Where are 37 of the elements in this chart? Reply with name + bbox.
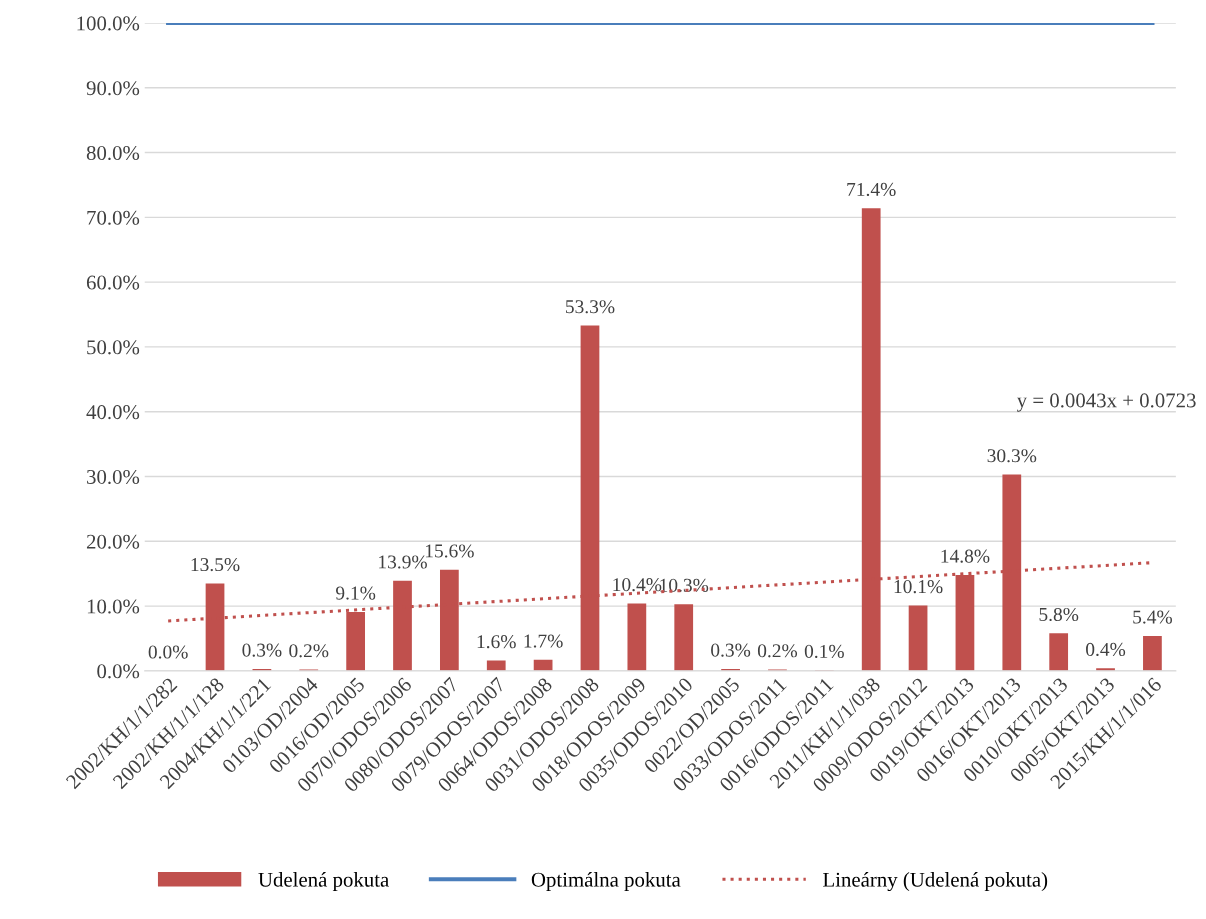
data-label: 0.0% [148, 645, 188, 659]
data-label: 13.9% [379, 555, 427, 569]
y-tick-label: 70.0% [87, 210, 140, 225]
data-label: 5.8% [1039, 607, 1079, 622]
data-label: 5.4% [1133, 610, 1172, 624]
data-label: 10.3% [660, 578, 709, 592]
data-label: 1.7% [524, 634, 563, 648]
legend-label: Lineárny (Udelená pokuta) [823, 872, 1048, 892]
y-tick-label: 0.0% [97, 664, 140, 679]
data-label: 0.2% [289, 644, 329, 658]
data-label: 15.6% [425, 544, 474, 558]
data-label: 53.3% [566, 300, 615, 314]
legend-label: Udelená pokuta [258, 872, 389, 891]
legend-label: Optimálna pokuta [531, 872, 681, 891]
data-label: 0.4% [1086, 642, 1126, 657]
data-label: 30.3% [987, 449, 1037, 463]
y-tick-label: 80.0% [86, 145, 140, 161]
y-tick-label: 30.0% [87, 469, 140, 485]
data-label: 1.6% [477, 635, 516, 649]
data-label: 0.2% [757, 644, 798, 658]
y-tick-label: 60.0% [86, 275, 140, 290]
y-tick-label: 100.0% [77, 16, 140, 31]
data-label: 9.1% [336, 586, 376, 600]
annotation: y = 0.0043x + 0.0723 [1016, 393, 1196, 412]
data-label: 14.8% [941, 549, 990, 563]
y-tick-label: 40.0% [86, 405, 140, 420]
data-label: 71.4% [847, 182, 896, 197]
y-tick-label: 20.0% [86, 534, 140, 549]
data-label: 13.5% [191, 558, 240, 572]
data-label: 0.1% [804, 644, 844, 659]
y-tick-label: 50.0% [87, 340, 140, 355]
y-tick-label: 10.0% [87, 599, 140, 614]
data-label: 0.3% [242, 643, 282, 657]
data-label: 10.1% [894, 580, 943, 594]
data-label: 10.4% [613, 578, 662, 592]
y-tick-label: 90.0% [86, 81, 140, 96]
data-label: 0.3% [711, 643, 751, 657]
